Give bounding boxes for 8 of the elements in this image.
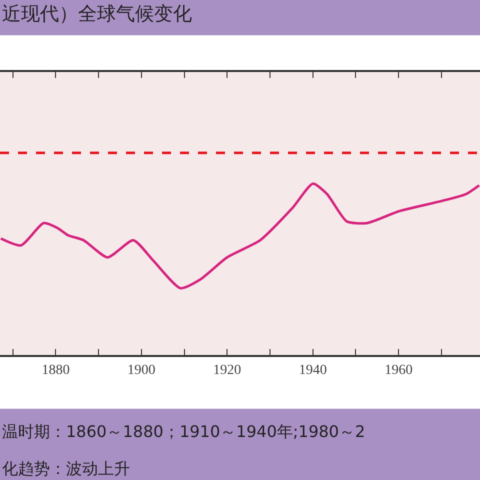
- text: 温时期：1860～1880；1910～1940年;1980～2: [2, 422, 366, 441]
- x-tick-label: 1900: [127, 362, 156, 378]
- x-tick-label: 1920: [213, 362, 242, 378]
- x-tick-label: 1880: [42, 362, 70, 378]
- x-tick-label: 1960: [384, 362, 413, 378]
- chart-title: 近现代）全球气候变化: [2, 3, 192, 25]
- text: 化趋势：波动上升: [2, 459, 130, 478]
- x-tick-label: 1940: [298, 362, 327, 378]
